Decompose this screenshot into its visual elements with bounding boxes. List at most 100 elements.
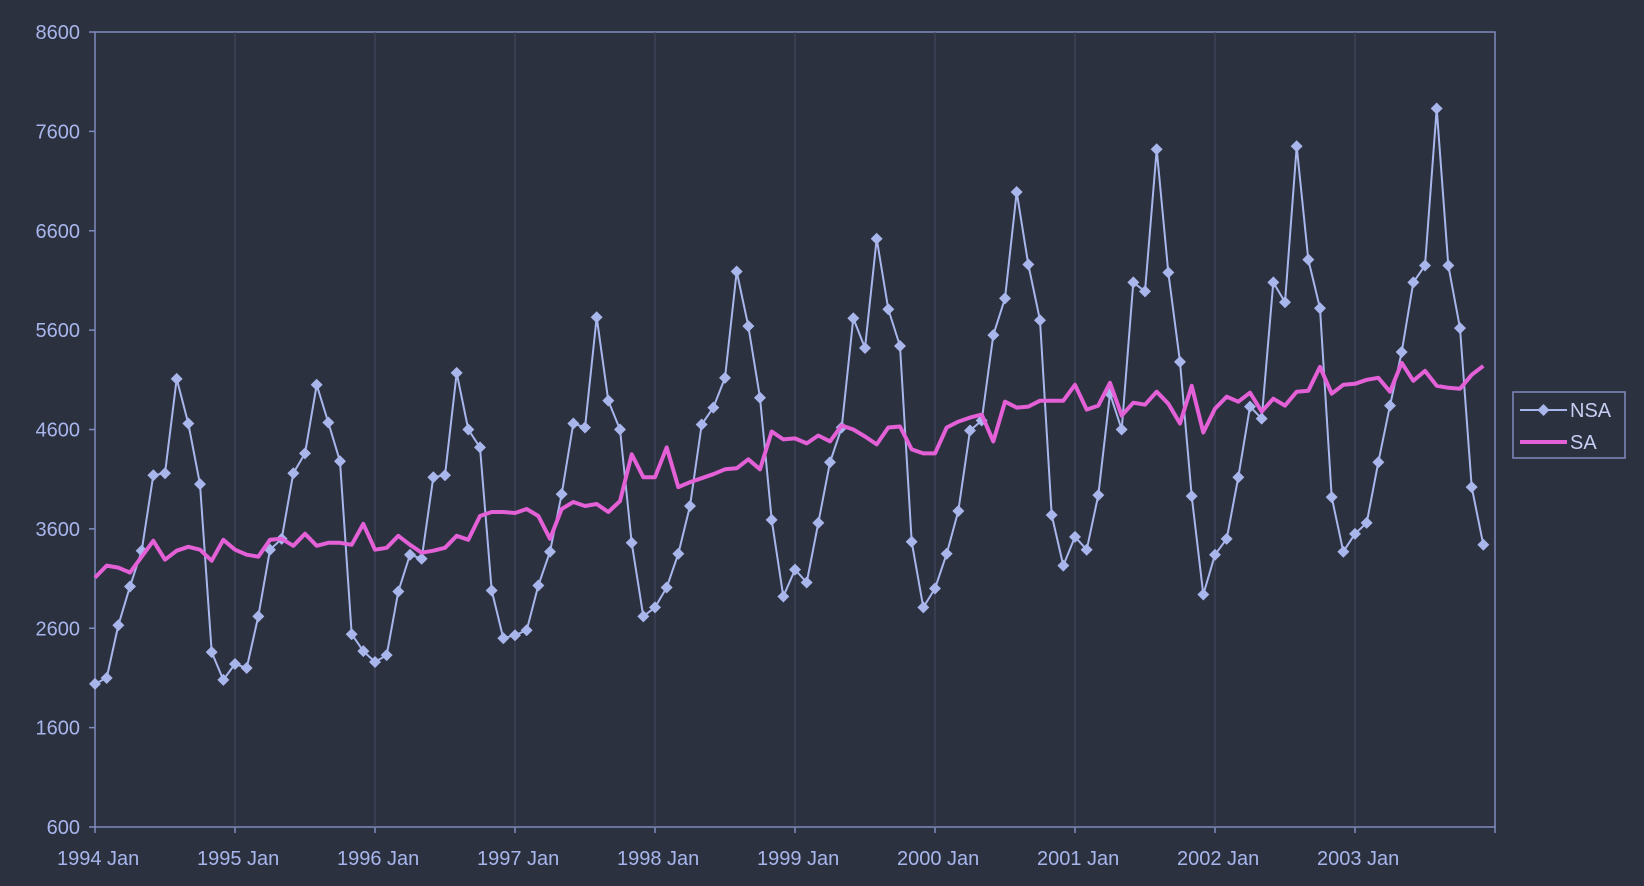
x-tick-label: 1998 Jan — [617, 848, 699, 870]
data-point-nsa — [1220, 532, 1233, 545]
x-tick-label: 2002 Jan — [1177, 848, 1259, 870]
data-point-nsa — [1010, 185, 1023, 198]
data-point-nsa — [369, 656, 381, 669]
data-point-nsa — [392, 585, 405, 598]
data-point-nsa — [415, 552, 428, 565]
data-point-nsa — [1454, 322, 1466, 335]
data-point-nsa — [870, 232, 883, 245]
data-point-nsa — [590, 311, 603, 324]
y-tick-label: 5600 — [36, 320, 81, 342]
data-point-nsa — [730, 265, 743, 278]
data-point-nsa — [334, 455, 346, 468]
data-point-nsa — [660, 581, 673, 594]
data-point-nsa — [310, 378, 323, 391]
data-point-nsa — [159, 467, 171, 480]
data-point-nsa — [695, 418, 708, 431]
data-point-nsa — [614, 423, 626, 436]
x-tick-label: 1995 Jan — [197, 848, 279, 870]
series-line-sa — [93, 360, 1485, 579]
data-point-nsa — [532, 579, 545, 592]
y-tick-label: 2600 — [36, 618, 81, 640]
data-point-nsa — [1325, 491, 1338, 504]
data-point-nsa — [917, 601, 930, 614]
data-point-nsa — [1314, 302, 1326, 315]
data-point-nsa — [602, 394, 615, 407]
data-point-nsa — [520, 624, 533, 637]
data-point-nsa — [1127, 276, 1140, 289]
data-point-nsa — [1360, 516, 1373, 529]
y-tick-label: 600 — [47, 817, 80, 839]
data-point-nsa — [404, 548, 416, 561]
data-point-nsa — [1092, 489, 1105, 502]
x-tick-label: 2001 Jan — [1037, 848, 1119, 870]
data-point-nsa — [1034, 314, 1046, 327]
data-point-nsa — [555, 488, 568, 501]
data-point-nsa — [719, 371, 731, 384]
legend[interactable]: NSA SA — [1512, 391, 1626, 459]
x-tick-label: 2000 Jan — [897, 848, 979, 870]
data-point-nsa — [1232, 471, 1245, 484]
data-point-nsa — [299, 447, 311, 460]
data-point-nsa — [1244, 400, 1256, 413]
x-tick-label: 1999 Jan — [757, 848, 839, 870]
data-point-nsa — [1419, 259, 1431, 272]
data-point-nsa — [707, 401, 720, 414]
data-point-nsa — [672, 547, 685, 560]
data-point-nsa — [637, 610, 650, 623]
y-tick-label: 7600 — [36, 121, 81, 143]
data-point-nsa — [287, 467, 300, 480]
data-point-nsa — [859, 342, 871, 355]
data-point-nsa — [462, 423, 475, 436]
data-point-nsa — [1057, 559, 1070, 572]
data-point-nsa — [252, 610, 265, 623]
x-tick-label: 2003 Jan — [1317, 848, 1399, 870]
data-point-nsa — [1174, 355, 1186, 368]
data-point-nsa — [1069, 530, 1081, 543]
x-axis: 1994 Jan 1995 Jan 1996 Jan 1997 Jan 1998 Jan… — [57, 827, 1496, 870]
data-point-nsa — [1279, 296, 1291, 309]
data-point-nsa — [684, 500, 696, 513]
data-point-nsa — [1209, 548, 1221, 561]
data-point-nsa — [999, 292, 1011, 305]
data-point-nsa — [1337, 545, 1350, 558]
data-point-nsa — [124, 580, 136, 593]
data-point-nsa — [1080, 543, 1093, 556]
data-point-nsa — [1442, 259, 1455, 272]
data-point-nsa — [474, 441, 486, 454]
data-point-nsa — [777, 590, 790, 603]
data-point-nsa — [579, 421, 591, 434]
data-point-nsa — [322, 416, 335, 429]
data-point-nsa — [1185, 490, 1198, 503]
data-point-nsa — [1372, 456, 1385, 469]
data-point-nsa — [229, 658, 241, 671]
data-point-nsa — [789, 563, 801, 576]
data-point-nsa — [812, 516, 825, 529]
data-point-nsa — [952, 504, 965, 517]
data-point-nsa — [1465, 481, 1478, 494]
data-point-nsa — [1395, 345, 1408, 358]
data-point-nsa — [882, 303, 895, 316]
data-point-nsa — [194, 478, 206, 491]
data-point-nsa — [205, 646, 218, 659]
data-point-nsa — [112, 619, 125, 632]
data-point-nsa — [485, 584, 498, 597]
y-tick-label: 3600 — [36, 519, 81, 541]
data-point-nsa — [765, 513, 778, 526]
x-tick-label: 1994 Jan — [57, 848, 139, 870]
data-point-nsa — [439, 469, 451, 482]
data-point-nsa — [509, 629, 521, 642]
data-point-nsa — [217, 673, 230, 686]
data-point-nsa — [100, 671, 113, 684]
legend-label-nsa: NSA — [1570, 400, 1612, 422]
data-point-nsa — [1045, 508, 1058, 521]
data-point-nsa — [1290, 140, 1303, 153]
data-point-nsa — [1115, 423, 1128, 436]
data-point-nsa — [964, 424, 976, 437]
data-point-nsa — [1150, 143, 1163, 156]
data-point-nsa — [1255, 412, 1268, 425]
vertical-gridlines — [234, 32, 1356, 827]
data-point-nsa — [800, 576, 813, 589]
data-point-nsa — [427, 471, 440, 484]
y-tick-label: 4600 — [36, 420, 81, 442]
